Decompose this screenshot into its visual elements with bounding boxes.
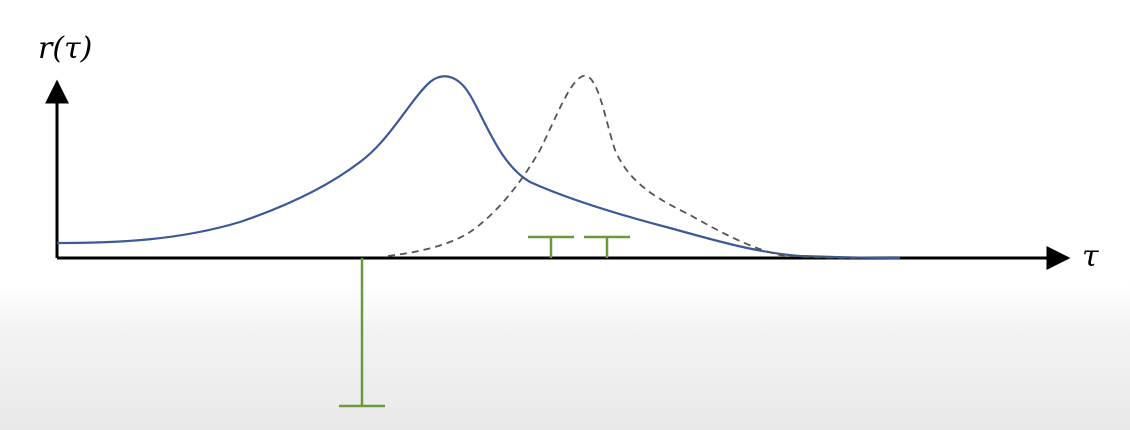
x-axis-label: τ [1082, 239, 1099, 274]
y-axis-label: r(τ) [38, 31, 92, 66]
stems [339, 235, 630, 408]
positive-stem-2 [584, 235, 630, 258]
solid-response-curve [56, 75, 901, 260]
positive-stem-1 [528, 235, 574, 258]
negative-stem [339, 258, 385, 408]
dashed-response-curve [387, 75, 861, 259]
